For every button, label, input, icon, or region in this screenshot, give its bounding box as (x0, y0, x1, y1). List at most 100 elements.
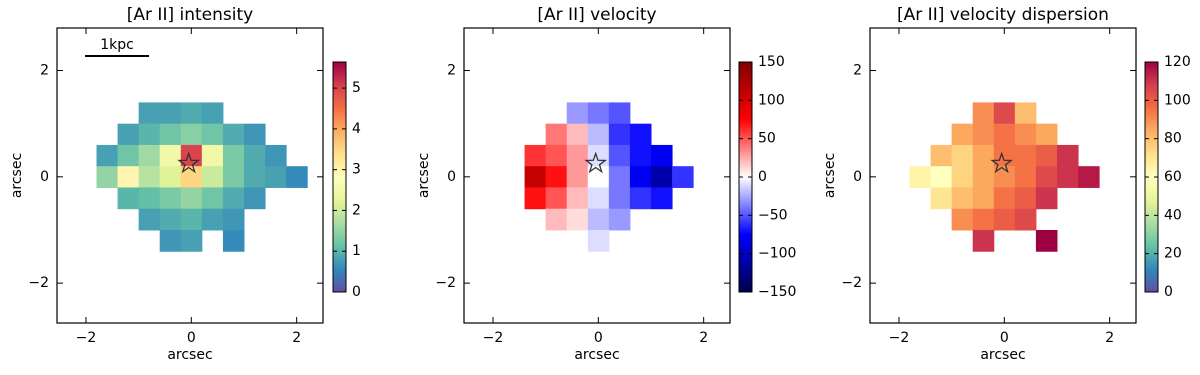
chart-title: [Ar II] velocity dispersion (897, 5, 1109, 25)
x-tick-label: 2 (1105, 330, 1114, 346)
map-pixel (1014, 187, 1037, 210)
map-pixel (180, 166, 203, 188)
y-tick-label: −2 (841, 275, 862, 291)
map-pixel (138, 123, 161, 146)
map-pixel (587, 123, 610, 146)
map-pixel (1014, 123, 1037, 146)
map-pixel (201, 123, 224, 146)
map-pixel (930, 166, 953, 188)
map-pixel (545, 123, 568, 146)
center-star (584, 151, 608, 174)
map-pixel (608, 166, 631, 188)
map-pixel (243, 144, 266, 167)
map-pixel (222, 144, 245, 167)
chart-title: [Ar II] intensity (127, 5, 253, 25)
map-pixel (1078, 166, 1100, 188)
map-pixel (96, 144, 119, 167)
map-pixel (1056, 144, 1079, 167)
map-pixel (972, 166, 995, 188)
map-pixel (180, 187, 203, 210)
colorbar-tick-label: 0 (1164, 284, 1173, 300)
map-pixel (909, 166, 932, 188)
map-pixel (930, 144, 953, 167)
y-axis-label: arcsec (9, 153, 25, 198)
map-pixel (180, 102, 203, 125)
map-pixel (608, 123, 631, 146)
map-pixel (243, 187, 266, 210)
colorbar-tick-label: 20 (1164, 246, 1182, 262)
x-tick-label: 0 (1000, 330, 1009, 346)
map-pixel (243, 166, 266, 188)
y-tick-label: −2 (28, 275, 49, 291)
y-axis-label: arcsec (416, 153, 432, 198)
map-pixel (993, 166, 1016, 188)
x-axis-label: arcsec (167, 347, 212, 363)
map-pixel (159, 208, 182, 231)
map-pixel (672, 166, 694, 188)
map-pixel (159, 229, 182, 252)
colorbar-tick-label: −50 (758, 207, 788, 223)
map-pixel (180, 229, 203, 252)
map-pixel (524, 187, 547, 210)
map-pixel (629, 166, 652, 188)
y-tick-label: 0 (447, 169, 456, 185)
scale-bar-label: 1kpc (100, 37, 134, 53)
map-pixel (1014, 144, 1037, 167)
map-pixel (972, 144, 995, 167)
map-pixel (96, 166, 119, 188)
map-pixel (201, 102, 224, 125)
map-pixel (180, 208, 203, 231)
colorbar-tick-label: 4 (352, 121, 361, 137)
y-axis-label: arcsec (822, 153, 838, 198)
map-pixel (1014, 208, 1037, 231)
map-pixel (993, 102, 1016, 125)
map-pixel (629, 123, 652, 146)
map-pixel (566, 123, 589, 146)
colorbar-tick-label: −100 (758, 246, 796, 262)
map-pixel (117, 166, 140, 188)
colorbar-tick-label: 60 (1164, 169, 1182, 185)
map-pixel (524, 166, 547, 188)
map-pixel (972, 102, 995, 125)
chart-title: [Ar II] velocity (537, 5, 656, 25)
map-pixel (545, 208, 568, 231)
map-pixel (117, 144, 140, 167)
y-tick-label: 2 (40, 63, 49, 79)
colorbar-tick-label: 0 (758, 169, 767, 185)
colorbar-tick-label: 100 (758, 92, 785, 108)
map-pixel (201, 166, 224, 188)
x-tick-label: −2 (483, 330, 504, 346)
map-pixel (993, 208, 1016, 231)
map-pixel (993, 187, 1016, 210)
map-pixel (650, 187, 673, 210)
map-pixel (1035, 144, 1058, 167)
map-pixel (930, 187, 953, 210)
map-pixel (566, 208, 589, 231)
map-pixel (159, 102, 182, 125)
y-tick-label: −2 (435, 275, 456, 291)
map-pixel (566, 144, 589, 167)
map-pixel (951, 166, 974, 188)
map-pixel (265, 166, 287, 188)
map-pixel (587, 229, 610, 252)
map-pixel (566, 102, 589, 125)
y-tick-label: 2 (853, 63, 862, 79)
colorbar-tick-label: 1 (352, 243, 361, 259)
colorbar-tick-label: 5 (352, 80, 361, 96)
center-star (990, 151, 1014, 174)
x-tick-label: −2 (889, 330, 910, 346)
map-pixel (222, 208, 245, 231)
colorbar-tick-label: 40 (1164, 207, 1182, 223)
map-pixel (222, 187, 245, 210)
x-tick-label: 2 (699, 330, 708, 346)
map-pixel (951, 144, 974, 167)
map-pixel (265, 144, 287, 167)
axes-frame (463, 27, 731, 324)
map-pixel (286, 166, 308, 188)
map-pixel (138, 187, 161, 210)
map-pixel (972, 208, 995, 231)
map-pixel (972, 123, 995, 146)
map-pixel (650, 144, 673, 167)
map-pixel (951, 187, 974, 210)
